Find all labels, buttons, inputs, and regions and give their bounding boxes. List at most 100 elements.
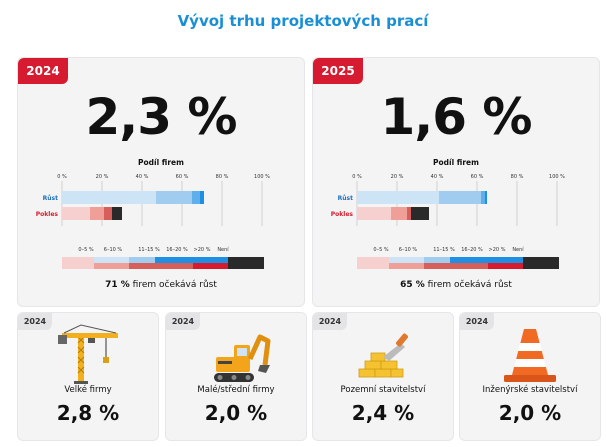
category-label: Pokles bbox=[36, 211, 59, 218]
segment-label: Pozemní stavitelství bbox=[340, 385, 426, 395]
legend-swatch bbox=[129, 257, 155, 263]
growth-summary-text: firem očekává růst bbox=[427, 280, 512, 290]
forecast-value: 2,3 % bbox=[85, 88, 237, 146]
segment-label: Velké firmy bbox=[64, 385, 112, 395]
segment-value: 2,0 % bbox=[498, 401, 562, 425]
segment-card-civil-engineering: 2024 Inženýrské stavitelství 2,0 % bbox=[459, 312, 601, 441]
category-label: Růst bbox=[338, 195, 353, 202]
legend-label: 0–5 % bbox=[373, 247, 388, 253]
bar-segment bbox=[391, 207, 407, 220]
x-tick-label: 20 % bbox=[391, 174, 404, 180]
legend-swatch bbox=[523, 263, 559, 269]
chart-title: Podíl firem bbox=[138, 158, 184, 167]
legend-swatch bbox=[228, 263, 264, 269]
year-badge: 2024 bbox=[18, 58, 68, 84]
legend-swatch bbox=[488, 257, 523, 263]
forecast-value: 1,6 % bbox=[380, 88, 532, 146]
bar-segment bbox=[407, 207, 411, 220]
bar-segment bbox=[90, 207, 104, 220]
bar-segment bbox=[357, 207, 391, 220]
legend-swatch bbox=[193, 257, 228, 263]
legend-label: 6–10 % bbox=[104, 247, 123, 253]
bar-segment bbox=[481, 191, 485, 204]
bar-segment bbox=[62, 207, 90, 220]
x-tick-label: 60 % bbox=[176, 174, 189, 180]
legend-swatch bbox=[193, 263, 228, 269]
x-tick-label: 0 % bbox=[352, 174, 362, 180]
bar-segment bbox=[439, 191, 481, 204]
legend-swatch bbox=[450, 263, 488, 269]
legend-swatch bbox=[94, 257, 129, 263]
legend-swatch bbox=[357, 263, 389, 269]
chart-title: Podíl firem bbox=[433, 158, 479, 167]
x-tick-label: 80 % bbox=[216, 174, 229, 180]
bar-segment bbox=[357, 191, 439, 204]
category-label: Pokles bbox=[331, 211, 354, 218]
traffic-cone-icon bbox=[504, 329, 556, 382]
x-tick-label: 60 % bbox=[471, 174, 484, 180]
legend-swatch bbox=[228, 257, 264, 263]
legend-label: 16–20 % bbox=[461, 247, 483, 253]
legend-swatch bbox=[129, 263, 155, 269]
x-tick-label: 0 % bbox=[57, 174, 67, 180]
legend-label: 16–20 % bbox=[166, 247, 188, 253]
legend-swatch bbox=[62, 263, 94, 269]
legend-swatch bbox=[450, 257, 488, 263]
legend-swatch bbox=[62, 257, 94, 263]
segment-label: Malé/střední firmy bbox=[197, 385, 275, 395]
segment-card-small-medium-firms: 2024 Malé/střední firmy 2,0 % bbox=[165, 312, 307, 441]
bar-segment bbox=[200, 191, 204, 204]
segment-card-large-firms: 2024 Velké firmy 2,8 % bbox=[17, 312, 159, 441]
legend-swatch bbox=[94, 263, 129, 269]
segment-value: 2,0 % bbox=[204, 401, 268, 425]
growth-summary-text: firem očekává růst bbox=[132, 280, 217, 290]
segment-value: 2,4 % bbox=[351, 401, 415, 425]
legend-label: >20 % bbox=[489, 247, 506, 253]
legend-swatch bbox=[357, 257, 389, 263]
legend-label: 6–10 % bbox=[399, 247, 418, 253]
legend-label: 11–15 % bbox=[138, 247, 160, 253]
legend-swatch bbox=[488, 263, 523, 269]
bar-segment bbox=[192, 191, 200, 204]
year-badge: 2024 bbox=[313, 313, 347, 330]
category-label: Růst bbox=[43, 195, 58, 202]
crane-icon bbox=[58, 324, 118, 384]
forecast-card-2024: 2024 2,3 % Podíl firem 0 % 20 % 40 % 60 % 80… bbox=[17, 57, 305, 307]
bar-segment bbox=[411, 207, 429, 220]
legend-swatch bbox=[523, 257, 559, 263]
legend-label: Není bbox=[512, 246, 524, 253]
share-chart: 0 % 20 % 40 % 60 % 80 % 100 % Růst Pokles 0–5 % 6… bbox=[331, 174, 565, 269]
year-badge: 2025 bbox=[313, 58, 363, 84]
x-tick-label: 100 % bbox=[254, 174, 270, 180]
bar-segment bbox=[156, 191, 192, 204]
bar-segment bbox=[104, 207, 112, 220]
x-tick-label: 20 % bbox=[96, 174, 109, 180]
bar-segment bbox=[485, 191, 487, 204]
share-chart: 0 % 20 % 40 % 60 % 80 % 100 % Růst Pokles 0–5 % 6… bbox=[36, 174, 270, 269]
legend-swatch bbox=[389, 257, 424, 263]
x-tick-label: 80 % bbox=[511, 174, 524, 180]
year-badge: 2024 bbox=[166, 313, 200, 330]
x-tick-label: 100 % bbox=[549, 174, 565, 180]
excavator-icon bbox=[214, 334, 271, 382]
legend-swatch bbox=[155, 263, 193, 269]
legend-swatch bbox=[155, 257, 193, 263]
bar-segment bbox=[62, 191, 156, 204]
x-tick-label: 40 % bbox=[136, 174, 149, 180]
segment-label: Inženýrské stavitelství bbox=[482, 385, 578, 395]
legend-swatch bbox=[424, 257, 450, 263]
legend-label: Není bbox=[217, 246, 229, 253]
growth-summary: 71 % firem očekává růst bbox=[18, 280, 304, 290]
legend-swatch bbox=[424, 263, 450, 269]
page-title: Vývoj trhu projektových prací bbox=[177, 12, 429, 30]
x-tick-label: 40 % bbox=[431, 174, 444, 180]
forecast-card-2025: 2025 1,6 % Podíl firem 0 % 20 % 40 % 60 % 80… bbox=[312, 57, 600, 307]
year-badge: 2024 bbox=[18, 313, 52, 330]
segment-value: 2,8 % bbox=[56, 401, 120, 425]
growth-share: 65 % bbox=[400, 280, 425, 290]
bar-segment bbox=[112, 207, 122, 220]
segment-card-building-construction: 2024 Pozemní stavitelství 2,4 % bbox=[312, 312, 454, 441]
legend-swatch bbox=[389, 263, 424, 269]
legend-label: 11–15 % bbox=[433, 247, 455, 253]
legend-label: 0–5 % bbox=[78, 247, 93, 253]
